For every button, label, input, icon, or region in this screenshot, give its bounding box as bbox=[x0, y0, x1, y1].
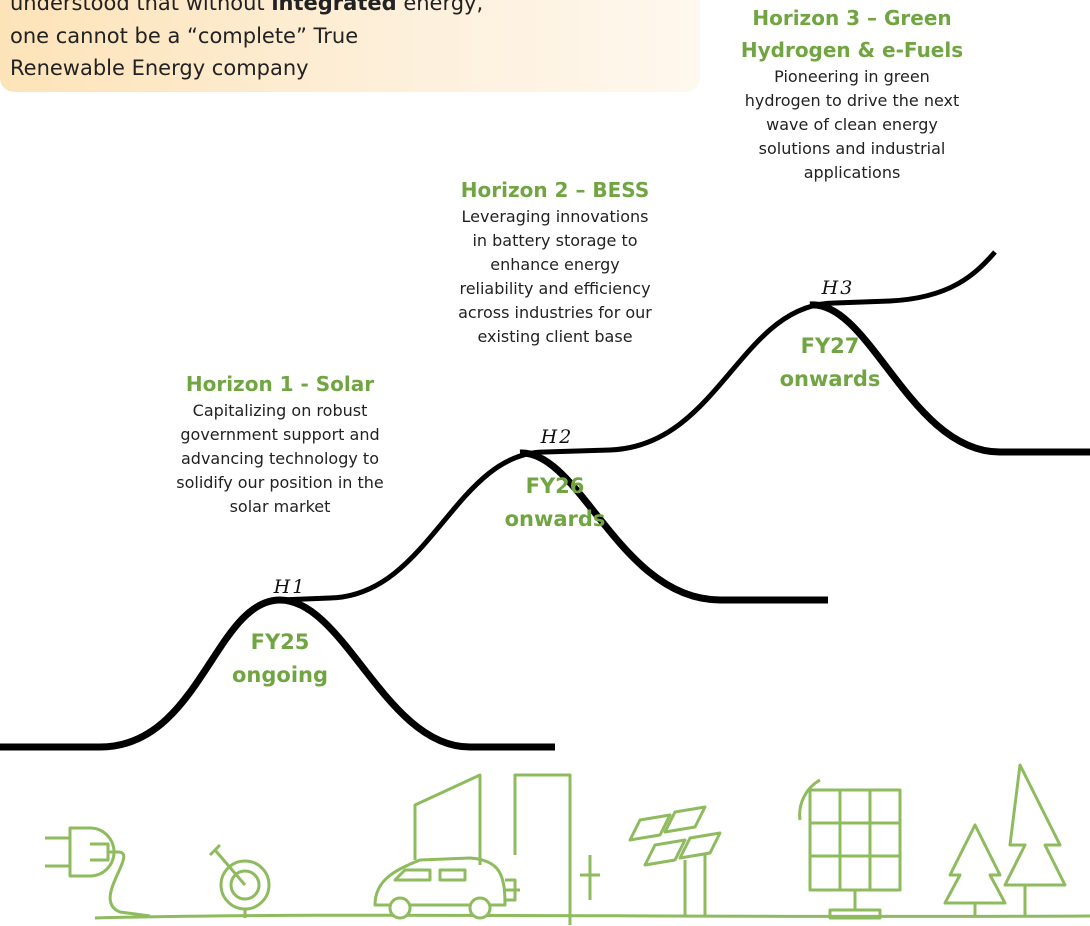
horizon-description: solidify our position in the bbox=[176, 473, 384, 492]
solar-small-icon bbox=[630, 807, 720, 915]
horizon-description: reliability and efficiency bbox=[459, 279, 650, 298]
horizon-period: onwards bbox=[505, 507, 606, 531]
wheel bbox=[470, 898, 490, 918]
horizon-title: Hydrogen & e-Fuels bbox=[741, 38, 963, 62]
horizon-description: across industries for our bbox=[458, 303, 652, 322]
horizon-description: advancing technology to bbox=[181, 449, 379, 468]
horizon-period: FY26 bbox=[526, 474, 585, 498]
horizon-description: in battery storage to bbox=[472, 231, 637, 250]
horizon-description: government support and bbox=[180, 425, 379, 444]
horizon-description: enhance energy bbox=[490, 255, 620, 274]
horizon-title: Horizon 2 – BESS bbox=[461, 178, 649, 202]
buildings-icon bbox=[415, 775, 600, 925]
horizon-marker: H2 bbox=[541, 426, 574, 448]
horizon-title: Horizon 3 – Green bbox=[752, 6, 951, 30]
trees-icon bbox=[945, 765, 1065, 915]
horizon-description: solutions and industrial bbox=[759, 139, 946, 158]
horizon-description: Capitalizing on robust bbox=[193, 401, 368, 420]
page: understood that without integrated energ… bbox=[0, 0, 1090, 926]
solar-panel-icon bbox=[800, 780, 900, 918]
horizon-description: applications bbox=[804, 163, 901, 182]
horizon-description: solar market bbox=[230, 497, 331, 516]
horizon-description: existing client base bbox=[477, 327, 632, 346]
horizon-period: onwards bbox=[780, 367, 881, 391]
wheel bbox=[390, 898, 410, 918]
horizon-description: hydrogen to drive the next bbox=[745, 91, 960, 110]
horizon-period: ongoing bbox=[232, 663, 328, 687]
horizon-description: Pioneering in green bbox=[774, 67, 930, 86]
horizon-marker: H3 bbox=[822, 277, 855, 299]
horizon-marker: H1 bbox=[274, 576, 307, 598]
horizon-period: FY27 bbox=[801, 334, 860, 358]
horizon-period: FY25 bbox=[251, 630, 310, 654]
rise-h3 bbox=[835, 252, 995, 303]
horizon-title: Horizon 1 - Solar bbox=[186, 372, 374, 396]
icons bbox=[45, 765, 1090, 925]
horizon-description: Leveraging innovations bbox=[462, 207, 649, 226]
horizon-description: wave of clean energy bbox=[766, 115, 938, 134]
plug-icon bbox=[45, 828, 150, 916]
